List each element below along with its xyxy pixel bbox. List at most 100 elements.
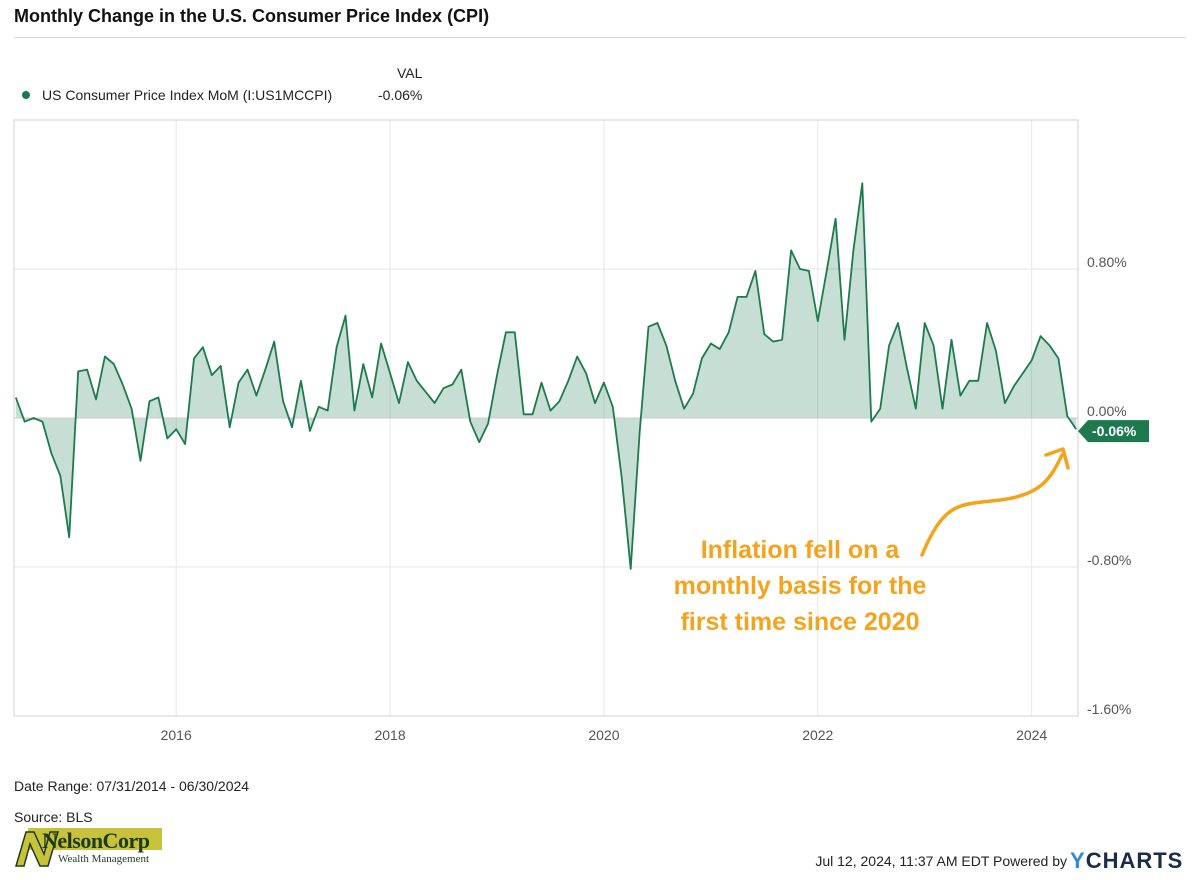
- data-point: [299, 379, 303, 383]
- data-point: [406, 360, 410, 364]
- gridlines: [14, 268, 1078, 717]
- annotation-line: first time since 2020: [680, 608, 920, 636]
- data-point: [718, 347, 722, 351]
- data-point: [620, 476, 624, 480]
- data-point: [513, 330, 517, 334]
- data-point: [67, 535, 71, 539]
- data-point: [192, 356, 196, 360]
- data-point: [851, 248, 855, 252]
- legend-item[interactable]: US Consumer Price Index MoM (I:US1MCCPI): [22, 87, 332, 103]
- data-point: [958, 394, 962, 398]
- ycharts-logo[interactable]: YCHARTS: [1070, 848, 1183, 874]
- x-tick-label: 2018: [374, 727, 405, 743]
- x-tick-label: 2022: [802, 727, 833, 743]
- data-point: [433, 401, 437, 405]
- data-point: [967, 379, 971, 383]
- data-point: [932, 343, 936, 347]
- data-point: [1056, 356, 1060, 360]
- data-point: [816, 319, 820, 323]
- data-point: [14, 396, 18, 400]
- x-axis-labels: 2016 2018 2020 2022 2024: [161, 727, 1048, 743]
- data-point: [147, 399, 151, 403]
- series-area: [15, 183, 1077, 569]
- ycharts-logo-text: CHARTS: [1085, 848, 1184, 873]
- data-point: [263, 368, 267, 372]
- data-point: [682, 407, 686, 411]
- data-point: [58, 474, 62, 478]
- data-point: [985, 321, 989, 325]
- data-point: [112, 362, 116, 366]
- ycharts-logo-y: Y: [1070, 848, 1086, 873]
- data-point: [85, 368, 89, 372]
- y-tick-label: -1.60%: [1087, 701, 1131, 717]
- data-point: [923, 321, 927, 325]
- legend-latest-value: -0.06%: [378, 87, 423, 103]
- y-axis-labels: 0.80% 0.00% -0.80% -1.60%: [1087, 254, 1131, 717]
- data-point: [228, 425, 232, 429]
- annotation-arrow: [920, 453, 1064, 557]
- data-point: [522, 412, 526, 416]
- data-point: [905, 366, 909, 370]
- data-point: [139, 459, 143, 463]
- data-point: [1047, 343, 1051, 347]
- data-point: [1030, 358, 1034, 362]
- data-point: [994, 349, 998, 353]
- series-line: [14, 182, 1077, 570]
- y-tick-label: 0.00%: [1087, 403, 1127, 419]
- data-point: [1003, 401, 1007, 405]
- data-point: [807, 269, 811, 273]
- data-point: [780, 338, 784, 342]
- data-point: [878, 407, 882, 411]
- x-tick-label: 2024: [1016, 727, 1047, 743]
- latest-value-flag-label: -0.06%: [1092, 423, 1137, 439]
- data-point: [664, 343, 668, 347]
- data-point: [486, 422, 490, 426]
- legend-series-name: US Consumer Price Index MoM (I:US1MCCPI): [42, 87, 333, 103]
- data-point: [442, 386, 446, 390]
- data-point: [798, 267, 802, 271]
- data-point: [219, 364, 223, 368]
- data-point: [887, 343, 891, 347]
- annotation-line: monthly basis for the: [673, 572, 927, 600]
- data-point: [468, 420, 472, 424]
- data-point: [584, 371, 588, 375]
- data-point: [174, 427, 178, 431]
- data-point: [459, 368, 463, 372]
- data-point: [76, 369, 80, 373]
- data-point: [771, 340, 775, 344]
- y-tick-label: -0.80%: [1087, 552, 1131, 568]
- data-point: [949, 338, 953, 342]
- source-label: Source: BLS: [14, 809, 93, 825]
- data-point: [361, 362, 365, 366]
- legend-dot-icon: [22, 91, 30, 99]
- annotation-arrow-head: [1044, 447, 1070, 470]
- y-tick-label: 0.80%: [1087, 254, 1127, 270]
- data-point: [762, 332, 766, 336]
- data-point: [709, 342, 713, 346]
- data-point: [548, 409, 552, 413]
- data-point: [566, 379, 570, 383]
- data-point: [1021, 371, 1025, 375]
- data-point: [575, 355, 579, 359]
- logo-name: NelsonCorp: [42, 828, 150, 853]
- data-point: [869, 420, 873, 424]
- data-point: [210, 373, 214, 377]
- annotation-text: Inflation fell on a monthly basis for th…: [640, 532, 960, 640]
- data-point: [691, 392, 695, 396]
- data-point: [201, 345, 205, 349]
- x-tick-label: 2016: [161, 727, 192, 743]
- data-point: [611, 405, 615, 409]
- data-point: [415, 379, 419, 383]
- data-point: [237, 381, 241, 385]
- latest-value-flag: -0.06%: [1078, 420, 1149, 443]
- data-point: [1012, 384, 1016, 388]
- data-point: [245, 368, 249, 372]
- data-point: [281, 399, 285, 403]
- data-point: [41, 420, 45, 424]
- data-point: [183, 442, 187, 446]
- data-point: [504, 330, 508, 334]
- data-point: [94, 397, 98, 401]
- data-point: [1074, 427, 1078, 431]
- data-point: [557, 399, 561, 403]
- data-point: [540, 381, 544, 385]
